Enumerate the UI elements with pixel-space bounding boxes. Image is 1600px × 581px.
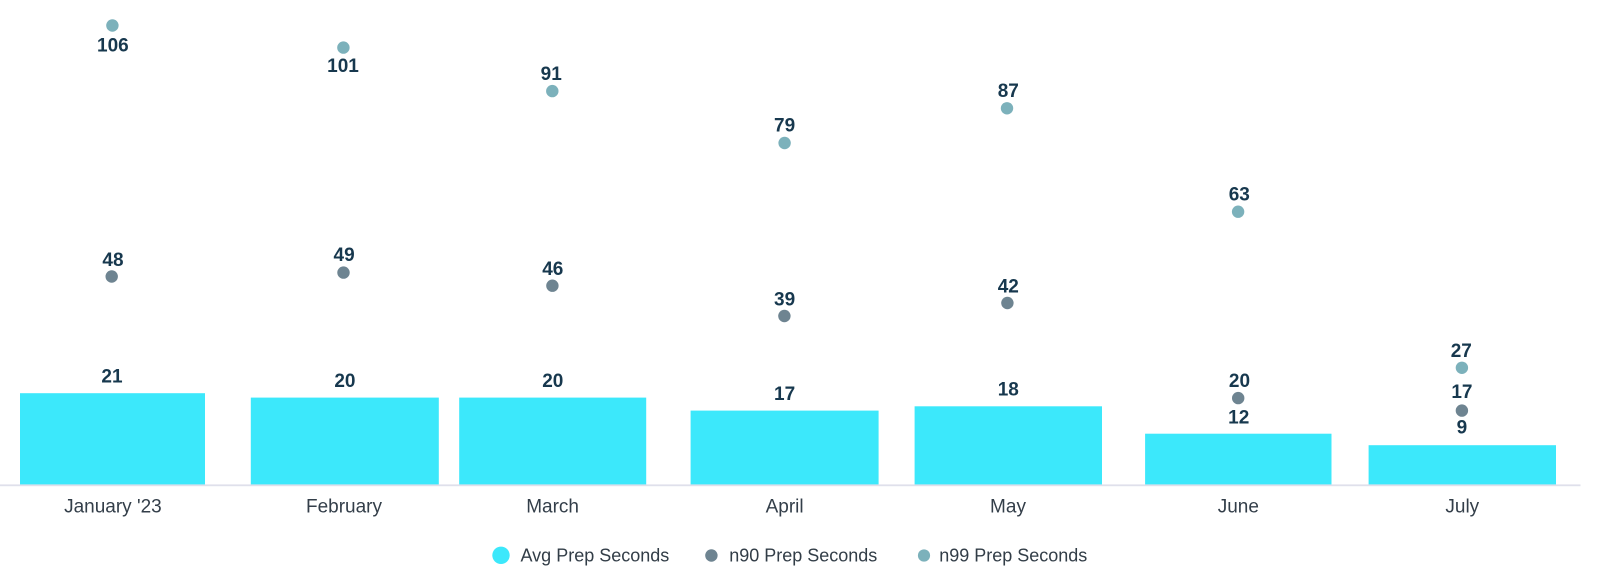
- svg-text:n99 Prep Seconds: n99 Prep Seconds: [939, 545, 1087, 565]
- svg-text:April: April: [766, 497, 804, 518]
- svg-text:106: 106: [97, 36, 129, 57]
- svg-text:February: February: [306, 497, 383, 518]
- svg-text:63: 63: [1229, 185, 1250, 206]
- svg-text:May: May: [990, 497, 1026, 518]
- svg-text:20: 20: [1229, 371, 1250, 392]
- svg-text:101: 101: [327, 56, 359, 77]
- svg-text:39: 39: [774, 290, 795, 311]
- svg-text:n90 Prep Seconds: n90 Prep Seconds: [729, 545, 877, 565]
- svg-text:20: 20: [334, 371, 355, 392]
- svg-text:87: 87: [998, 81, 1019, 102]
- svg-text:91: 91: [541, 64, 563, 85]
- svg-text:9: 9: [1457, 418, 1468, 439]
- svg-text:January '23: January '23: [64, 497, 162, 518]
- svg-text:27: 27: [1451, 341, 1472, 362]
- svg-text:49: 49: [334, 245, 355, 266]
- svg-text:21: 21: [101, 367, 123, 388]
- svg-text:46: 46: [542, 259, 563, 280]
- svg-text:17: 17: [774, 384, 795, 405]
- svg-text:17: 17: [1451, 382, 1472, 403]
- svg-text:48: 48: [102, 250, 123, 271]
- svg-text:June: June: [1218, 497, 1259, 518]
- svg-text:20: 20: [542, 371, 563, 392]
- svg-text:12: 12: [1228, 408, 1249, 429]
- svg-text:July: July: [1445, 497, 1479, 518]
- svg-text:Avg Prep Seconds: Avg Prep Seconds: [521, 545, 670, 565]
- svg-text:March: March: [526, 497, 579, 518]
- svg-text:18: 18: [998, 380, 1019, 401]
- svg-text:79: 79: [774, 116, 795, 137]
- svg-text:42: 42: [998, 276, 1019, 297]
